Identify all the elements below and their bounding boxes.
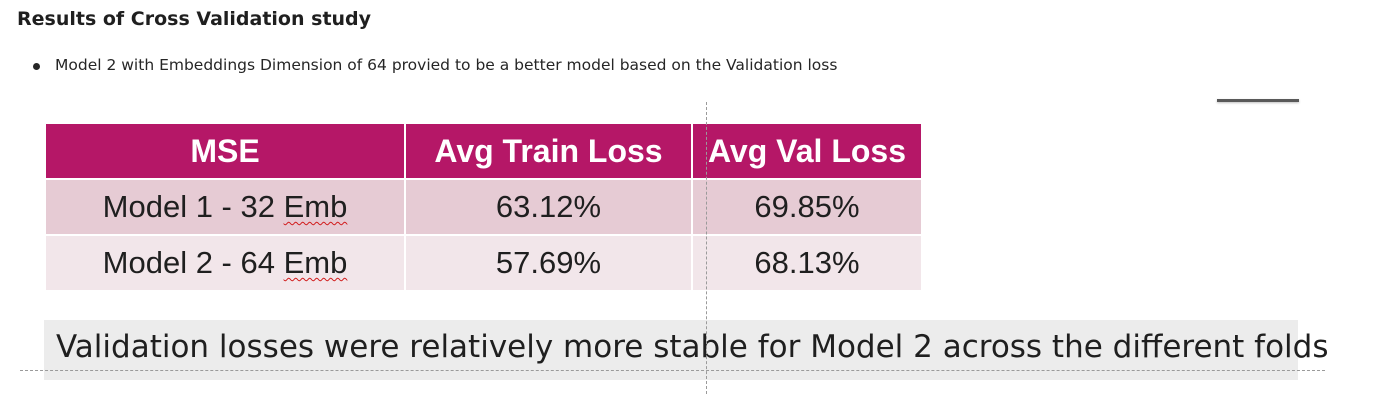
results-table: MSE Avg Train Loss Avg Val Loss Model 1 …	[44, 122, 923, 292]
bullet-text: Model 2 with Embeddings Dimension of 64 …	[55, 56, 838, 74]
decorative-line	[1217, 99, 1299, 102]
model-name-cell: Model 1 - 32 Emb	[44, 178, 406, 236]
header-avg-val-loss: Avg Val Loss	[691, 122, 923, 180]
horizontal-guide-line	[20, 370, 1325, 371]
footer-textbox: Validation losses were relatively more s…	[44, 320, 1329, 380]
section-heading: Results of Cross Validation study	[17, 8, 372, 30]
val-loss-cell: 68.13%	[691, 234, 923, 292]
val-loss-cell: 69.85%	[691, 178, 923, 236]
header-avg-train-loss: Avg Train Loss	[404, 122, 693, 180]
bullet-item: Model 2 with Embeddings Dimension of 64 …	[30, 56, 837, 74]
bullet-dot-icon	[33, 63, 40, 70]
table-row: Model 1 - 32 Emb 63.12% 69.85%	[44, 178, 923, 236]
train-loss-cell: 57.69%	[404, 234, 693, 292]
model-name-cell: Model 2 - 64 Emb	[44, 234, 406, 292]
table-row: Model 2 - 64 Emb 57.69% 68.13%	[44, 234, 923, 292]
vertical-guide-line	[706, 102, 707, 394]
model-name-prefix: Model 2 - 64	[102, 245, 284, 280]
footer-text: Validation losses were relatively more s…	[56, 329, 1329, 365]
model-name-suffix: Emb	[283, 245, 348, 280]
table-header-row: MSE Avg Train Loss Avg Val Loss	[44, 122, 923, 180]
bullet-list: Model 2 with Embeddings Dimension of 64 …	[30, 56, 837, 74]
model-name-prefix: Model 1 - 32	[102, 189, 284, 224]
model-name-suffix: Emb	[283, 189, 348, 224]
header-mse: MSE	[44, 122, 406, 180]
train-loss-cell: 63.12%	[404, 178, 693, 236]
